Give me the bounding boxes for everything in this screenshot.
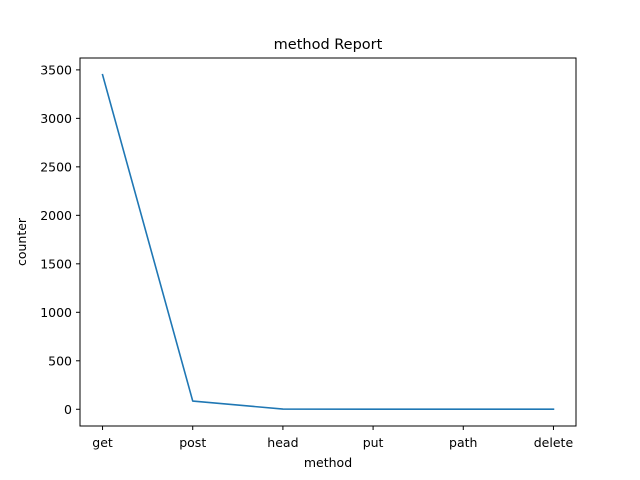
x-tick-label: get: [92, 435, 113, 450]
y-tick-label: 3000: [40, 111, 72, 126]
axes-frame: [79, 57, 577, 427]
x-ticks: get post head put path delete: [92, 426, 573, 450]
chart-title: method Report: [274, 37, 383, 53]
y-tick-label: 0: [64, 402, 72, 417]
y-axis-label: counter: [14, 217, 29, 266]
axes: [79, 57, 577, 427]
x-axis-label: method: [304, 455, 352, 470]
y-tick-label: 500: [48, 353, 72, 368]
x-tick-label: delete: [534, 435, 574, 450]
y-tick-label: 1000: [40, 305, 72, 320]
y-tick-label: 1500: [40, 256, 72, 271]
y-tick-label: 2500: [40, 159, 72, 174]
x-tick-label: head: [267, 435, 298, 450]
y-ticks: 0 500 1000 1500 2000 2500 3000 3500: [40, 62, 80, 417]
x-tick-label: put: [363, 435, 384, 450]
y-tick-label: 2000: [40, 208, 72, 223]
x-tick-label: post: [179, 435, 206, 450]
y-tick-label: 3500: [40, 62, 72, 77]
series-line: [101, 73, 555, 410]
series: [101, 73, 555, 410]
x-tick-label: path: [449, 435, 477, 450]
